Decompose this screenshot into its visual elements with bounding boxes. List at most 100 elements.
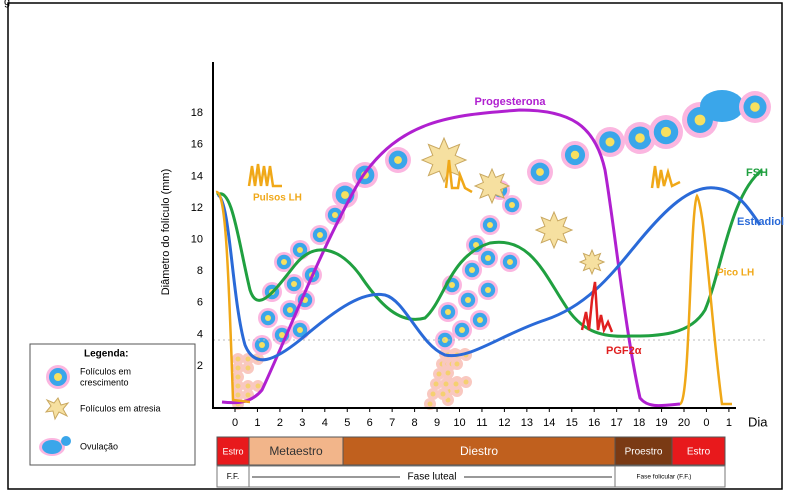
x-tick-label: 19 [655, 417, 667, 429]
x-tick-label: 3 [299, 417, 305, 429]
x-tick-label: 5 [344, 417, 350, 429]
follicle [455, 362, 460, 367]
phase-label: Diestro [460, 444, 498, 458]
lh-peak-label: Pico LH [717, 268, 754, 279]
follicle [246, 384, 251, 389]
follicle [465, 297, 471, 303]
follicle [265, 315, 271, 321]
follicle [256, 384, 261, 389]
legend-item: Ovulação [80, 441, 118, 451]
follicle [428, 402, 433, 407]
follicle [317, 232, 323, 238]
follicle [341, 191, 349, 199]
follicle [291, 281, 297, 287]
x-tick-label: 16 [588, 417, 600, 429]
figure: g Diâmetro do folículo (mm) 246810121416… [0, 0, 791, 495]
legend-icon [54, 373, 62, 381]
atretic-follicle [580, 250, 604, 274]
follicle [661, 127, 671, 137]
follicle [332, 212, 338, 218]
follicle [281, 259, 287, 265]
follicle [236, 366, 241, 371]
legend-item: Folículos em atresia [80, 403, 161, 413]
phase-bar: EstroMetaestroDiestroProestroEstro [217, 437, 725, 465]
follicle [441, 392, 446, 397]
x-tick-label: 0 [703, 417, 709, 429]
ovulation [700, 90, 744, 122]
follicle [571, 151, 579, 159]
legend-item: Folículos em [80, 366, 131, 376]
follicle [695, 115, 706, 126]
follicle [246, 366, 251, 371]
follicle [236, 357, 241, 362]
follicle [236, 384, 241, 389]
follicle [635, 133, 645, 143]
follicle [434, 382, 439, 387]
follicle [297, 247, 303, 253]
follicle [394, 156, 402, 164]
phase-label: Estro [687, 447, 711, 458]
follicle [485, 287, 491, 293]
pgf-label: PGF2α [606, 345, 642, 357]
y-tick-label: 10 [191, 234, 203, 246]
x-tick-label: 2 [277, 417, 283, 429]
x-tick-label: 6 [367, 417, 373, 429]
x-tick-label: 14 [543, 417, 555, 429]
follicle [459, 327, 465, 333]
x-tick-label: 7 [389, 417, 395, 429]
figure-label: g [4, 0, 10, 8]
y-tick-label: 14 [191, 170, 203, 182]
follicle [246, 357, 251, 362]
phase-group-label: Fase folicular (F.F.) [637, 474, 692, 481]
x-tick-label: 17 [611, 417, 623, 429]
follicle [437, 372, 442, 377]
legend-icon [61, 436, 71, 446]
follicle [454, 382, 459, 387]
x-tick-label: 9 [434, 417, 440, 429]
follicle [246, 393, 251, 398]
y-tick-label: 18 [191, 107, 203, 119]
x-tick-label: 18 [633, 417, 645, 429]
estradiol-label: Estradiol [737, 216, 784, 228]
atretic-follicle [475, 169, 509, 203]
follicle [445, 309, 451, 315]
follicle [536, 168, 544, 176]
y-axis-label: Diâmetro do folículo (mm) [160, 169, 172, 296]
follicle [236, 393, 241, 398]
follicle [509, 202, 515, 208]
x-tick-label: 1 [254, 417, 260, 429]
follicle [485, 255, 491, 261]
follicle [446, 371, 451, 376]
follicle [287, 307, 293, 313]
follicle [431, 392, 436, 397]
y-tick-label: 12 [191, 202, 203, 214]
x-tick-label: 15 [566, 417, 578, 429]
y-tick-label: 6 [197, 297, 203, 309]
phase-group-label: Fase luteal [408, 472, 457, 483]
follicle [750, 102, 760, 112]
phase-label: Metaestro [269, 444, 323, 458]
progesterone-label: Progesterona [475, 96, 547, 108]
fsh-label: FSH [746, 167, 768, 179]
x-tick-label: 10 [453, 417, 465, 429]
legend-item: crescimento [80, 377, 129, 387]
phase-group-label: F.F. [227, 472, 239, 481]
follicle [297, 327, 303, 333]
x-axis-label: Dia [748, 414, 768, 429]
y-tick-label: 4 [197, 328, 203, 340]
follicle [469, 267, 475, 273]
atretic-follicle [536, 212, 572, 248]
lh-pulses-label: Pulsos LH [253, 193, 302, 204]
follicle [259, 342, 265, 348]
follicle [236, 375, 241, 380]
follicle [464, 380, 469, 385]
y-tick-label: 8 [197, 265, 203, 277]
follicle [606, 138, 615, 147]
x-tick-label: 20 [678, 417, 690, 429]
follicle [444, 382, 449, 387]
follicle [507, 259, 513, 265]
x-tick-label: 4 [322, 417, 328, 429]
legend-icon [42, 440, 62, 454]
x-tick-label: 0 [232, 417, 238, 429]
x-tick-label: 8 [412, 417, 418, 429]
